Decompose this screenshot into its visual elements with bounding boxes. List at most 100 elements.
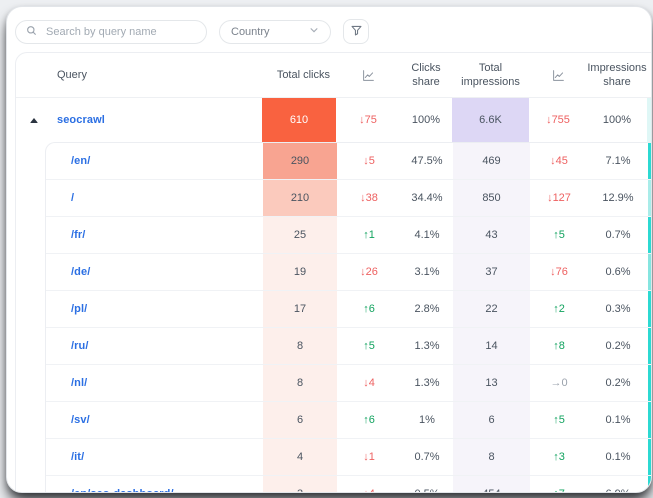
clicks-delta: ↓4 [363,377,375,389]
clicks-delta: ↓75 [359,114,377,126]
table-row[interactable]: /en/ 290 ↓5 47.5% 469 ↓45 7.1% [46,143,651,180]
ctr-heat-bar [648,476,651,492]
clicks-share-value: 0.7% [414,451,440,463]
queries-table: Query Total clicks Clicks share Total im… [15,52,651,492]
ctr-heat-bar [648,402,651,438]
impressions-delta: ↓127 [547,192,571,204]
query-cell: /de/ [46,254,263,290]
total-clicks-value: 6 [263,402,337,438]
table-row[interactable]: /it/ 4 ↓1 0.7% 8 ↑3 0.1% [46,439,651,476]
query-cell: /sv/ [46,402,263,438]
total-impressions-value: 14 [453,328,530,364]
ctr-heat-bar [648,217,651,253]
clicks-trend-chart-icon [336,53,400,97]
clicks-delta: ↓5 [363,155,375,167]
impressions-share-value: 6.9% [588,476,648,492]
query-link[interactable]: /de/ [71,266,91,278]
query-cell: /en/ [46,143,263,179]
impressions-share-value: 0.3% [605,303,631,315]
impressions-delta: ↑5 [553,229,565,241]
impressions-share-value: 100% [602,114,632,126]
table-row[interactable]: /de/ 19 ↓26 3.1% 37 ↓76 0.6% [46,254,651,291]
query-link[interactable]: /pl/ [71,303,88,315]
collapse-arrow-icon[interactable] [16,98,52,142]
impressions-share-value: 0.6% [605,266,631,278]
total-impressions-value: 6.6K [452,98,529,142]
query-link[interactable]: /fr/ [71,229,86,241]
search-icon [26,23,37,41]
query-link[interactable]: /nl/ [71,377,88,389]
country-dropdown-label: Country [231,25,270,38]
table-row[interactable]: /ru/ 8 ↑5 1.3% 14 ↑8 0.2% [46,328,651,365]
clicks-share-value: 1% [419,414,435,426]
header-query: Query [57,68,87,81]
header-expand-spacer [16,53,52,97]
impressions-delta: ↓755 [546,114,570,126]
ctr-heat-bar [648,143,651,179]
table-row[interactable]: /fr/ 25 ↑1 4.1% 43 ↑5 0.7% [46,217,651,254]
impressions-share-value: 0.2% [605,340,631,352]
table-row[interactable]: / 210 ↓38 34.4% 850 ↓127 12.9% [46,180,651,217]
query-link[interactable]: / [71,192,75,204]
query-cell: /ru/ [46,328,263,364]
impressions-delta: ↑3 [553,451,565,463]
header-clicks-share: Clicks share [411,61,441,88]
country-dropdown[interactable]: Country [219,19,331,44]
table-row[interactable]: /nl/ 8 ↓4 1.3% 13 →0 0.2% [46,365,651,402]
impressions-share-value: 0.1% [605,451,631,463]
clicks-delta: ↓26 [360,266,378,278]
ctr-heat-bar [648,180,651,216]
clicks-delta: ↓1 [363,451,375,463]
header-total-clicks: Total clicks [276,68,330,81]
impressions-delta: ↑7 [530,476,588,492]
query-cell: seocrawl [52,98,262,142]
impressions-delta: ↓76 [550,266,568,278]
total-impressions-value: 8 [453,439,530,475]
query-cell: /nl/ [46,365,263,401]
query-cell: / [46,180,263,216]
header-total-impressions: Total impressions [461,61,520,88]
search-box[interactable] [15,19,207,44]
clicks-share-value: 34.4% [411,192,443,204]
total-clicks-value: 19 [263,254,337,290]
ctr-heat-bar [648,439,651,475]
clicks-delta: ↑5 [363,340,375,352]
search-input[interactable] [44,24,196,39]
impressions-share-value: 7.1% [605,155,631,167]
total-clicks-value: 290 [263,143,337,179]
ctr-heat-bar [648,365,651,401]
query-cell: /fr/ [46,217,263,253]
query-link[interactable]: seocrawl [57,114,105,126]
impressions-delta: ↑2 [553,303,565,315]
query-link[interactable]: /sv/ [71,414,90,426]
chevron-down-icon [309,25,319,38]
impressions-delta: ↑8 [553,340,565,352]
total-clicks-value: 4 [263,439,337,475]
query-link[interactable]: /en/ [71,155,91,167]
table-row[interactable]: /pl/ 17 ↑6 2.8% 22 ↑2 0.3% [46,291,651,328]
query-link[interactable]: /en/seo-dashboard/ [71,488,174,492]
total-clicks-value: 8 [263,365,337,401]
impressions-share-value: 0.1% [605,414,631,426]
clicks-share-value: 3.1% [414,266,440,278]
ctr-heat-bar [648,254,651,290]
clicks-share-value: 1.3% [414,377,440,389]
filter-button[interactable] [343,19,369,44]
total-impressions-value: 43 [453,217,530,253]
table-row[interactable]: /en/seo-dashboard/ 3 ↓4 0.5% 454 ↑7 6.9% [46,476,651,492]
triangle-up-icon [30,117,38,123]
total-impressions-value: 6 [453,402,530,438]
query-link[interactable]: /it/ [71,451,85,463]
table-row[interactable]: seocrawl 610 ↓75 100% 6.6K ↓755 100% [16,98,651,142]
total-clicks-value: 17 [263,291,337,327]
toolbar: Country [7,7,651,52]
seo-queries-panel: Country Query Total clicks [6,6,652,493]
ctr-heat-bar [648,328,651,364]
clicks-delta: ↑6 [363,303,375,315]
table-row[interactable]: /sv/ 6 ↑6 1% 6 ↑5 0.1% [46,402,651,439]
impressions-delta: ↑5 [553,414,565,426]
total-clicks-value: 210 [263,180,337,216]
query-link[interactable]: /ru/ [71,340,89,352]
query-cell: /pl/ [46,291,263,327]
total-clicks-value: 610 [262,98,336,142]
